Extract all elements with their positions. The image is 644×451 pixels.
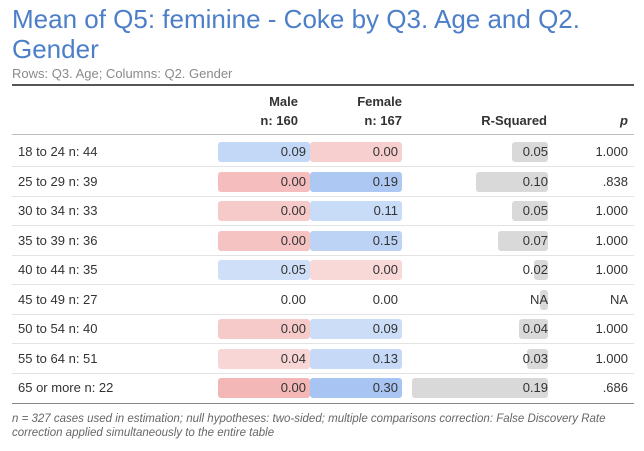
table-bottom-rule <box>12 403 634 404</box>
rsquared-bar <box>512 201 548 221</box>
male-mean-cell: 0.00 <box>218 230 310 251</box>
row-label: 55 to 64 n: 51 <box>18 350 98 366</box>
table-row: 35 to 39 n: 36 0.00 0.15 0.07 1.000 <box>12 226 634 255</box>
male-mean-cell: 0.04 <box>218 348 310 369</box>
p-value: 1.000 <box>595 262 628 277</box>
row-label: 35 to 39 n: 36 <box>18 232 98 248</box>
female-mean-cell: 0.19 <box>310 171 402 192</box>
row-label: 50 to 54 n: 40 <box>18 321 98 336</box>
rsquared-value: 0.05 <box>522 203 548 218</box>
row-divider <box>12 254 634 256</box>
p-value: 1.000 <box>595 203 628 218</box>
column-header-p: p <box>620 113 628 128</box>
male-mean-cell: 0.00 <box>218 171 310 192</box>
header-bottom-rule <box>12 134 634 135</box>
rsquared-bar <box>498 230 548 251</box>
female-mean-cell: 0.00 <box>310 260 402 280</box>
row-divider <box>12 372 634 374</box>
table-row: 50 to 54 n: 40 0.00 0.09 0.04 1.000 <box>12 314 634 343</box>
column-header-female-n: n: 167 <box>364 113 402 128</box>
column-header-male: Male <box>269 94 298 109</box>
row-label: 40 to 44 n: 35 <box>18 262 98 277</box>
table-row: 25 to 29 n: 39 0.00 0.19 0.10 .838 <box>12 167 634 196</box>
female-mean-cell: 0.11 <box>310 201 402 221</box>
p-value: NA <box>609 291 628 307</box>
row-divider <box>12 284 634 285</box>
row-divider <box>12 313 634 315</box>
p-value: 1.000 <box>595 144 628 159</box>
row-label: 45 to 49 n: 27 <box>18 291 98 307</box>
table-row: 65 or more n: 22 0.00 0.30 0.19 .686 <box>12 373 634 402</box>
rsquared-value: NA <box>529 291 548 307</box>
rsquared-bar <box>527 348 548 369</box>
p-value: 1.000 <box>595 321 628 336</box>
rsquared-value: 0.02 <box>522 262 548 277</box>
table-row: 30 to 34 n: 33 0.00 0.11 0.05 1.000 <box>12 196 634 225</box>
rsquared-bar <box>519 319 548 339</box>
p-value: .838 <box>602 173 628 189</box>
rsquared-value: 0.04 <box>522 321 548 336</box>
row-divider <box>12 166 634 167</box>
rsquared-bar <box>540 289 548 310</box>
rsquared-value: 0.03 <box>522 350 548 366</box>
row-divider <box>12 343 634 344</box>
p-value: 1.000 <box>595 350 628 366</box>
male-mean-cell: 0.09 <box>218 142 310 162</box>
rsquared-value: 0.05 <box>522 144 548 159</box>
female-mean-cell: 0.00 <box>310 142 402 162</box>
row-divider <box>12 225 634 226</box>
p-value: 1.000 <box>595 232 628 248</box>
rsquared-bar <box>512 142 548 162</box>
table-row: 18 to 24 n: 44 0.09 0.00 0.05 1.000 <box>12 137 634 166</box>
female-mean-cell: 0.15 <box>310 230 402 251</box>
header-top-rule <box>12 84 634 86</box>
table-title: Mean of Q5: feminine - Coke by Q3. Age a… <box>12 4 580 64</box>
column-header-rsquared: R-Squared <box>481 113 547 128</box>
female-mean-cell: 0.30 <box>310 378 402 398</box>
p-value: .686 <box>602 380 628 395</box>
row-label: 25 to 29 n: 39 <box>18 173 98 189</box>
column-header-male-n: n: 160 <box>260 113 298 128</box>
rsquared-bar <box>412 378 548 398</box>
table-row: 55 to 64 n: 51 0.04 0.13 0.03 1.000 <box>12 344 634 373</box>
male-mean-cell: 0.05 <box>218 260 310 280</box>
row-label: 30 to 34 n: 33 <box>18 203 98 218</box>
male-mean-cell: 0.00 <box>218 319 310 339</box>
row-label: 65 or more n: 22 <box>18 380 114 395</box>
rsquared-bar <box>534 260 548 280</box>
table-subtitle: Rows: Q3. Age; Columns: Q2. Gender <box>12 66 233 81</box>
row-label: 18 to 24 n: 44 <box>18 144 98 159</box>
row-divider <box>12 195 634 197</box>
table-footnote: n = 327 cases used in estimation; null h… <box>12 413 606 439</box>
male-mean-cell: 0.00 <box>218 378 310 398</box>
rsquared-value: 0.19 <box>522 380 548 395</box>
table-row: 45 to 49 n: 27 0.00 0.00 NA NA <box>12 285 634 314</box>
table-row: 40 to 44 n: 35 0.05 0.00 0.02 1.000 <box>12 255 634 284</box>
female-mean-cell: 0.09 <box>310 319 402 339</box>
female-mean-cell: 0.00 <box>372 291 398 307</box>
male-mean-cell: 0.00 <box>218 201 310 221</box>
female-mean-cell: 0.13 <box>310 348 402 369</box>
rsquared-bar <box>476 171 548 192</box>
rsquared-value: 0.07 <box>522 232 548 248</box>
rsquared-value: 0.10 <box>522 173 548 189</box>
male-mean-cell: 0.00 <box>280 291 306 307</box>
column-header-female: Female <box>357 94 402 109</box>
